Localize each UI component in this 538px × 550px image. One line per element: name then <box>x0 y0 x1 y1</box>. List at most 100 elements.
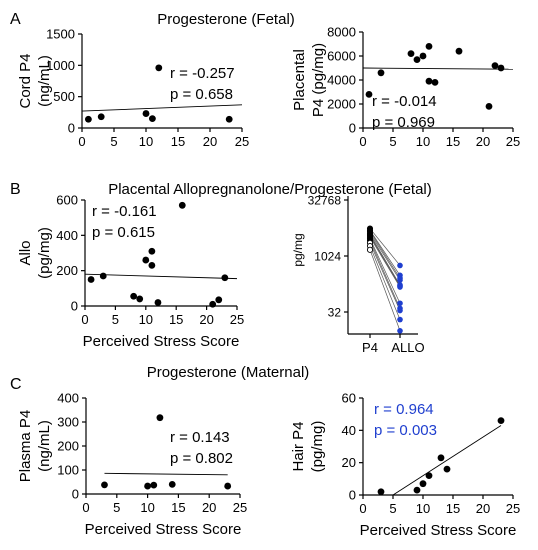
placental-point <box>413 56 421 63</box>
placental-point <box>485 103 493 110</box>
plasma-fit-line <box>104 472 228 476</box>
allo-point <box>154 299 162 306</box>
placental-y-label-1: Placental <box>291 49 308 111</box>
placental-y-tick-label: 2000 <box>327 97 356 112</box>
allo-fit-line <box>84 273 238 280</box>
placental-point <box>455 47 463 55</box>
plasma-point <box>144 482 152 490</box>
paired-pair-line <box>369 249 401 331</box>
paired-allo-point <box>397 307 403 314</box>
allo-stat-2: p = 0.615 <box>92 224 155 241</box>
cord-x-tick-label: 20 <box>203 134 217 149</box>
plasma-y-tick-label: 0 <box>72 487 79 502</box>
allo-x-tick-label: 0 <box>81 312 88 327</box>
placental-x-tick-label: 5 <box>389 134 396 149</box>
placental-stat-1: r = -0.014 <box>372 93 437 110</box>
panel-b-title: Placental Allopregnanolone/Progesterone … <box>108 181 432 198</box>
paired-pair-line <box>369 242 401 311</box>
plasma-stat-1: r = 0.143 <box>170 429 230 446</box>
allo-y-label-1: Allo <box>17 240 34 265</box>
paired-pair-line <box>369 240 401 309</box>
plasma-x-tick-label: 10 <box>140 500 154 515</box>
panel-b-letter: B <box>10 181 21 198</box>
paired-y-tick-label: 1024 <box>314 250 341 264</box>
paired-x-tick-label: ALLO <box>391 340 424 355</box>
hair-x-tick-label: 15 <box>446 501 460 516</box>
allo-y-tick-label: 600 <box>56 193 78 208</box>
cord-y-tick-label: 500 <box>53 89 75 104</box>
hair-x-tick-label: 25 <box>506 501 520 516</box>
paired-pair-line <box>369 245 401 320</box>
cord-point <box>97 113 105 121</box>
allo-point <box>178 201 186 209</box>
placental-x-tick-label: 20 <box>476 134 490 149</box>
panel-a-title: Progesterone (Fetal) <box>157 11 295 28</box>
cord-y-label-1: Cord P4 <box>17 53 34 108</box>
paired-y-tick-label: 32768 <box>308 194 342 208</box>
allo-stat-1: r = -0.161 <box>92 203 157 220</box>
paired-x-tick-label: P4 <box>362 340 378 355</box>
placental-x-tick-label: 25 <box>506 134 520 149</box>
allo-x-label: Perceived Stress Score <box>83 333 240 350</box>
plasma-y-label-2: (ng/mL) <box>36 420 53 472</box>
hair-y-tick-label: 20 <box>342 455 356 470</box>
panel-a-letter: A <box>10 11 21 28</box>
allo-x-tick-label: 15 <box>169 312 183 327</box>
plasma-point <box>101 481 108 489</box>
plasma-y-tick-label: 100 <box>57 463 79 478</box>
plasma-point <box>156 414 164 422</box>
allo-point <box>136 295 144 303</box>
paired-pair-line <box>369 230 401 276</box>
placental-point <box>431 79 439 86</box>
plasma-point <box>224 482 232 490</box>
plasma-x-tick-label: 5 <box>113 500 120 515</box>
allo-point <box>221 274 229 282</box>
hair-point <box>419 480 427 488</box>
hair-x-tick-label: 20 <box>476 501 490 516</box>
cord-y-tick-label: 1000 <box>46 58 75 73</box>
paired-pair-line <box>369 228 401 266</box>
allo-y-tick-label: 0 <box>71 299 78 314</box>
allo-point <box>209 300 217 308</box>
placental-x-tick-label: 15 <box>446 134 460 149</box>
placental-x-tick-label: 0 <box>359 134 366 149</box>
cord-y-label-2: (ng/mL) <box>36 55 53 107</box>
placental-y-label-2: P4 (pg/mg) <box>310 43 327 117</box>
cord-x-tick-label: 0 <box>78 134 85 149</box>
placental-point <box>365 91 373 98</box>
placental-point <box>407 50 415 57</box>
allo-point <box>130 292 138 300</box>
allo-point <box>99 272 107 280</box>
paired-pair-line <box>369 238 401 304</box>
panel-c-title: Progesterone (Maternal) <box>147 364 310 381</box>
allo-x-tick-label: 25 <box>230 312 244 327</box>
allo-point <box>87 276 95 283</box>
placental-point <box>425 77 433 85</box>
hair-point <box>425 472 433 479</box>
paired-pair-line <box>369 236 401 288</box>
placental-y-tick-label: 6000 <box>327 49 356 64</box>
paired-allo-point <box>397 300 403 307</box>
cord-point <box>149 115 156 122</box>
plasma-point <box>168 481 176 488</box>
paired-allo-point <box>397 262 403 269</box>
cord-point <box>155 64 163 72</box>
plasma-point <box>150 481 158 489</box>
hair-x-tick-label: 0 <box>359 501 366 516</box>
cord-point <box>85 115 92 123</box>
hair-y-tick-label: 40 <box>342 423 356 438</box>
cord-point <box>225 115 233 123</box>
placental-x-tick-label: 10 <box>416 134 430 149</box>
allo-y-label-2: (pg/mg) <box>36 227 53 279</box>
plasma-x-tick-label: 25 <box>233 500 247 515</box>
plasma-y-tick-label: 200 <box>57 439 79 454</box>
paired-allo-point <box>397 327 403 334</box>
hair-x-tick-label: 10 <box>416 501 430 516</box>
allo-y-tick-label: 200 <box>56 263 78 278</box>
plasma-y-label-1: Plasma P4 <box>17 410 34 483</box>
paired-pair-line <box>369 231 401 279</box>
placental-fit-line <box>362 67 514 70</box>
cord-stat-2: p = 0.658 <box>170 86 233 103</box>
cord-x-tick-label: 15 <box>171 134 185 149</box>
panel-c-letter: C <box>10 376 22 393</box>
